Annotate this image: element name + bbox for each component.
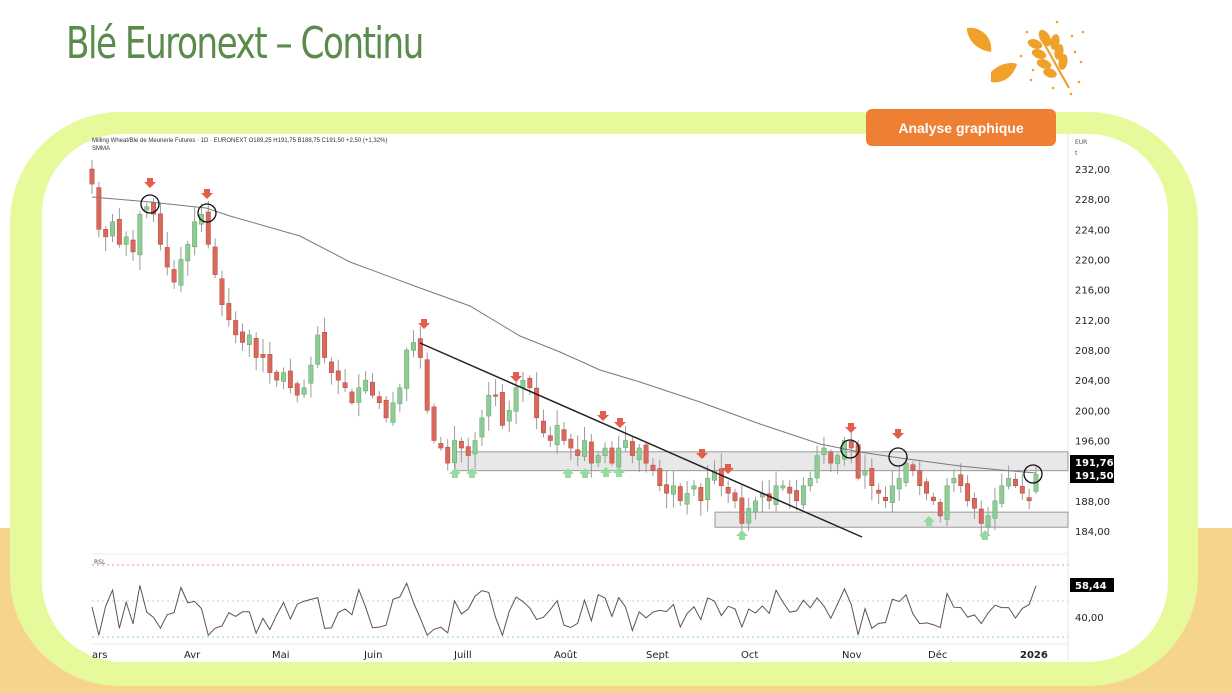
chart-card bbox=[42, 134, 1168, 662]
lime-frame bbox=[10, 112, 1198, 686]
chart-header-ohlc: Milling Wheat/Ble de Meunerie Futures · … bbox=[92, 138, 388, 144]
wheat-leaves-icon bbox=[955, 14, 1095, 98]
chart-header-indicator: SMMA bbox=[92, 146, 110, 152]
page-title: Blé Euronext – Continu bbox=[66, 18, 424, 69]
chart-legend: Milling Wheat/Ble de Meunerie Futures · … bbox=[92, 137, 387, 153]
analyse-graphique-button[interactable]: Analyse graphique bbox=[866, 109, 1056, 146]
